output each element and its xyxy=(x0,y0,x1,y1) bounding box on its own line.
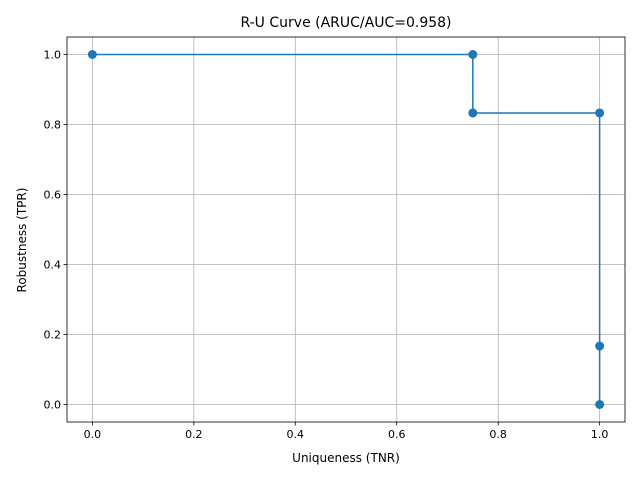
axis-ticks: 0.0 0.2 0.4 0.6 0.8 1.0 0.0 0.2 0.4 0.6 0.8 1.0 xyxy=(44,49,609,442)
y-tick-label: 0.0 xyxy=(44,399,62,412)
y-tick-label: 1.0 xyxy=(44,49,62,62)
data-point xyxy=(595,108,605,118)
y-axis-label: Robustness (TPR) xyxy=(15,188,29,293)
data-point xyxy=(468,108,478,118)
x-tick-label: 0.6 xyxy=(388,428,406,441)
data-point xyxy=(468,50,478,59)
data-point xyxy=(87,50,97,59)
y-tick-label: 0.8 xyxy=(44,119,62,132)
y-tick-label: 0.2 xyxy=(44,329,62,342)
x-tick-label: 0.4 xyxy=(287,428,305,441)
y-tick-label: 0.4 xyxy=(44,259,62,272)
chart-title: R-U Curve (ARUC/AUC=0.958) xyxy=(240,15,451,31)
series-layer xyxy=(87,50,605,409)
x-axis-label: Uniqueness (TNR) xyxy=(292,451,400,465)
series-line xyxy=(92,53,601,405)
x-tick-label: 0.2 xyxy=(185,428,203,441)
x-tick-label: 0.8 xyxy=(489,428,507,441)
x-tick-label: 1.0 xyxy=(591,428,609,441)
plot-frame xyxy=(66,36,626,423)
data-point xyxy=(595,400,605,409)
x-tick-label: 0.0 xyxy=(84,428,102,441)
y-tick-label: 0.6 xyxy=(44,189,62,202)
data-point xyxy=(595,341,605,351)
